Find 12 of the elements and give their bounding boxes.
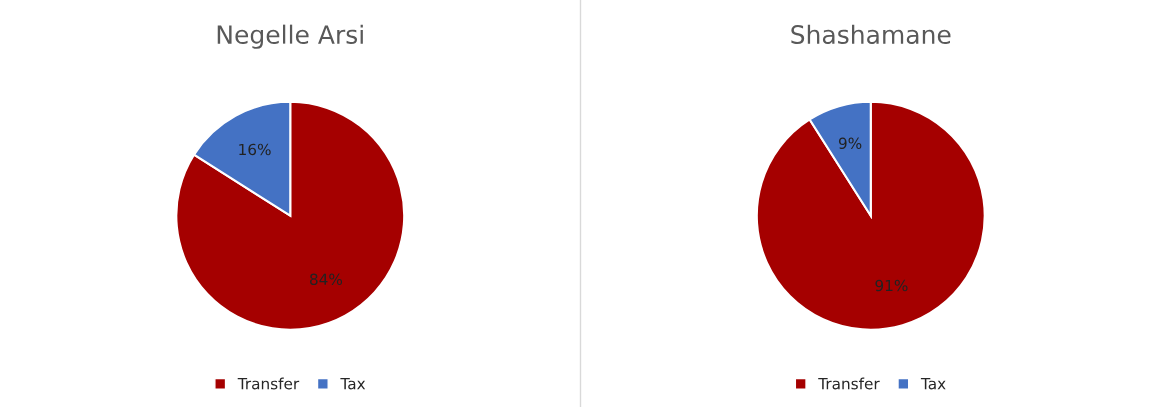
chart-title: Negelle Arsi: [217, 24, 363, 49]
data-label: 9%: [838, 137, 862, 150]
data-label: 84%: [309, 273, 343, 286]
pie-slice: [175, 100, 406, 331]
legend-label: Transfer: [237, 377, 300, 390]
pie-slice: [755, 100, 986, 331]
chart-title: Shashamane: [791, 24, 951, 44]
data-label: 16%: [239, 143, 271, 156]
legend-label: Transfer: [818, 377, 880, 390]
legend-label: Tax: [920, 378, 946, 390]
legend-label: Tax: [340, 378, 366, 390]
data-label: 91%: [875, 279, 908, 292]
